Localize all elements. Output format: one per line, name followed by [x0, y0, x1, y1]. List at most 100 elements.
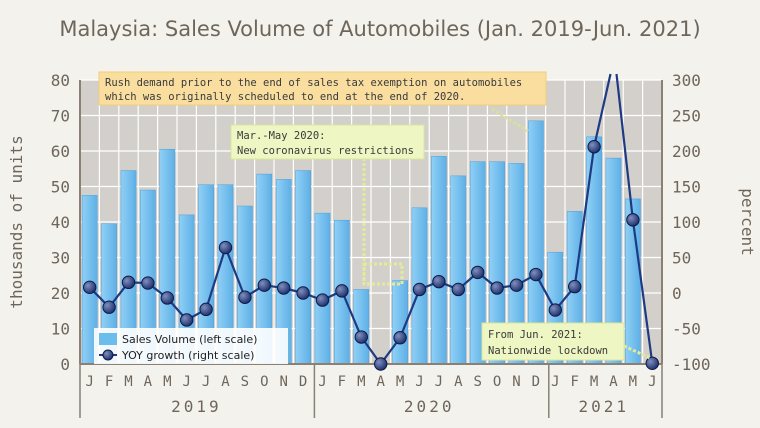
x-tick-month: A — [221, 374, 230, 390]
yoy-point — [451, 282, 465, 297]
x-tick-month: J — [551, 374, 559, 390]
y-tick-right: 50 — [672, 249, 691, 268]
x-tick-month: M — [357, 374, 365, 390]
x-tick-month: S — [241, 374, 249, 390]
yoy-line-offscale-up — [593, 73, 612, 147]
legend-sales-label: Sales Volume (left scale) — [122, 333, 257, 346]
y-tick-right: 100 — [672, 213, 701, 232]
yoy-point — [548, 303, 562, 317]
y-tick-right: 300 — [672, 71, 701, 90]
x-tick-month: M — [629, 374, 637, 390]
yoy-point — [529, 267, 543, 282]
x-tick-month: J — [202, 374, 210, 390]
y-tick-left: 40 — [51, 213, 70, 232]
x-tick-month: F — [570, 374, 578, 390]
sales-bar — [314, 212, 331, 365]
annotation-lockdown: From Jun. 2021: Nationwide lockdown — [481, 322, 651, 361]
yoy-point — [568, 279, 582, 294]
y-tick-left: 50 — [51, 178, 70, 197]
y-tick-left: 0 — [60, 355, 70, 374]
x-tick-month: A — [144, 374, 153, 390]
x-tick-month: N — [279, 374, 287, 390]
yoy-point — [490, 281, 504, 295]
yoy-point — [296, 286, 310, 300]
x-tick-month: O — [260, 374, 268, 390]
annotation-rush-line-2: which was originally scheduled to end at… — [105, 91, 465, 103]
sales-bar — [295, 170, 311, 365]
yoy-point — [141, 276, 155, 290]
yoy-point — [393, 331, 407, 345]
yoy-point — [102, 300, 116, 314]
x-tick-month: O — [493, 374, 501, 390]
yoy-point — [160, 291, 175, 305]
x-tick-month: A — [454, 374, 463, 390]
x-tick-month: J — [435, 374, 443, 390]
y-tick-right: -100 — [672, 355, 711, 374]
x-tick-month: A — [376, 374, 385, 390]
yoy-point — [374, 357, 388, 371]
legend: Sales Volume (left scale) YOY growth (ri… — [94, 328, 288, 364]
x-tick-year: 2019 — [171, 397, 222, 416]
x-tick-month: A — [609, 374, 618, 390]
annotation-lockdown-line-2: Nationwide lockdown — [488, 345, 608, 357]
yoy-point — [626, 213, 640, 227]
yoy-point — [121, 275, 136, 290]
annotation-corona-box — [230, 124, 425, 160]
x-tick-month: J — [415, 374, 423, 390]
chart-title: Malaysia: Sales Volume of Automobiles (J… — [59, 17, 700, 41]
x-tick-month: J — [182, 374, 190, 390]
y-tick-left: 30 — [51, 249, 70, 268]
sales-bar — [450, 175, 467, 365]
x-tick-year: 2021 — [579, 397, 630, 416]
x-tick-month: M — [124, 374, 132, 390]
y-tick-left: 20 — [51, 284, 70, 303]
x-tick-month: N — [512, 374, 520, 390]
x-tick-year: 2020 — [404, 397, 455, 416]
x-tick-month: S — [473, 374, 481, 390]
annotation-lockdown-line-1: From Jun. 2021: — [488, 329, 583, 341]
yoy-point — [645, 356, 659, 370]
y-tick-right: 0 — [672, 284, 682, 303]
annotation-rush-box — [98, 71, 547, 106]
sales-bar — [431, 156, 447, 365]
x-tick-month: M — [396, 374, 404, 390]
annotation-corona-line-2: New coronavirus restrictions — [237, 145, 414, 157]
legend-box — [94, 328, 288, 364]
y-tick-left: 60 — [51, 142, 70, 161]
yoy-point — [412, 282, 427, 297]
yoy-point — [509, 278, 524, 292]
yoy-point — [180, 313, 194, 327]
y-tick-right: 200 — [672, 142, 701, 161]
annotation-corona-line-1: Mar.-May 2020: — [237, 130, 326, 142]
annotation-coronavirus: Mar.-May 2020: New coronavirus restricti… — [230, 124, 425, 286]
yoy-point — [354, 330, 368, 344]
y-tick-left: 80 — [51, 71, 70, 90]
x-tick-month: J — [85, 374, 93, 390]
legend-point-swatch — [102, 349, 114, 361]
legend-yoy-label: YOY growth (right scale) — [121, 349, 254, 362]
y-tick-right: 250 — [672, 107, 701, 126]
x-tick-month: J — [318, 374, 326, 390]
yoy-point — [83, 280, 97, 295]
yoy-point — [315, 293, 330, 307]
yoy-point — [218, 240, 233, 255]
y-tick-left: 70 — [51, 107, 70, 126]
y-tick-left: 10 — [51, 320, 70, 339]
yoy-line-offscale-down — [615, 73, 634, 220]
annotation-rush-line-1: Rush demand prior to the end of sales ta… — [105, 77, 522, 89]
yoy-points — [83, 140, 659, 371]
yoy-point — [587, 140, 601, 154]
yoy-point — [257, 278, 271, 292]
x-tick-month: D — [299, 374, 307, 390]
yoy-point — [277, 281, 291, 295]
y-axis-right-label: percent — [738, 188, 757, 255]
x-tick-month: F — [105, 374, 113, 390]
x-tick-month: D — [532, 374, 540, 390]
yoy-point — [335, 284, 349, 298]
annotation-lockdown-box — [481, 322, 625, 361]
y-tick-right: -50 — [672, 320, 701, 339]
annotation-rush-connector — [491, 107, 529, 133]
legend-bar-swatch — [99, 333, 117, 345]
tick-labels: 0 10 20 30 40 50 60 70 80 -100 -50 0 50 100 150 200 250 3… — [51, 71, 711, 416]
